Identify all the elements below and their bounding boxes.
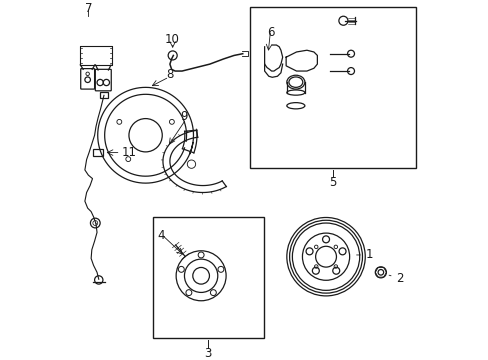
Text: 4: 4 <box>157 229 164 242</box>
Text: 1: 1 <box>356 248 373 261</box>
Bar <box>93 149 103 156</box>
Text: 8: 8 <box>166 68 173 81</box>
Text: 7: 7 <box>84 2 92 15</box>
Bar <box>152 217 263 338</box>
Text: 2: 2 <box>388 272 403 285</box>
Text: 9: 9 <box>180 110 187 123</box>
Bar <box>249 7 415 168</box>
Text: 11: 11 <box>122 146 136 159</box>
Text: 3: 3 <box>204 347 211 360</box>
Text: 5: 5 <box>328 176 336 189</box>
Text: 6: 6 <box>266 26 274 39</box>
Bar <box>100 92 108 98</box>
Text: 10: 10 <box>164 33 179 46</box>
